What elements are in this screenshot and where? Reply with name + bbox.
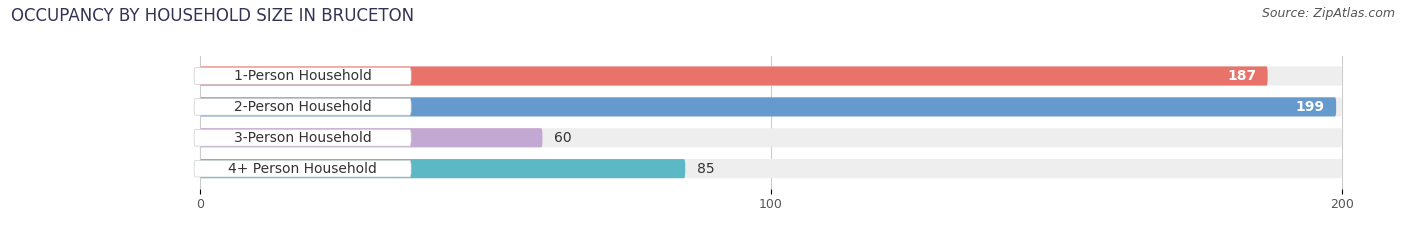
FancyBboxPatch shape — [200, 97, 1336, 116]
Text: 2-Person Household: 2-Person Household — [233, 100, 371, 114]
Text: OCCUPANCY BY HOUSEHOLD SIZE IN BRUCETON: OCCUPANCY BY HOUSEHOLD SIZE IN BRUCETON — [11, 7, 415, 25]
Text: 187: 187 — [1227, 69, 1256, 83]
FancyBboxPatch shape — [200, 159, 685, 178]
Text: 60: 60 — [554, 131, 571, 145]
Text: 4+ Person Household: 4+ Person Household — [228, 162, 377, 176]
FancyBboxPatch shape — [200, 159, 1341, 178]
FancyBboxPatch shape — [200, 66, 1341, 86]
Text: 199: 199 — [1296, 100, 1324, 114]
Text: 1-Person Household: 1-Person Household — [233, 69, 371, 83]
FancyBboxPatch shape — [200, 128, 1341, 147]
FancyBboxPatch shape — [194, 160, 411, 177]
FancyBboxPatch shape — [200, 128, 543, 147]
FancyBboxPatch shape — [200, 66, 1268, 86]
FancyBboxPatch shape — [194, 68, 411, 84]
Text: 3-Person Household: 3-Person Household — [233, 131, 371, 145]
Text: Source: ZipAtlas.com: Source: ZipAtlas.com — [1261, 7, 1395, 20]
FancyBboxPatch shape — [194, 129, 411, 146]
FancyBboxPatch shape — [194, 99, 411, 115]
Text: 85: 85 — [696, 162, 714, 176]
FancyBboxPatch shape — [200, 97, 1341, 116]
